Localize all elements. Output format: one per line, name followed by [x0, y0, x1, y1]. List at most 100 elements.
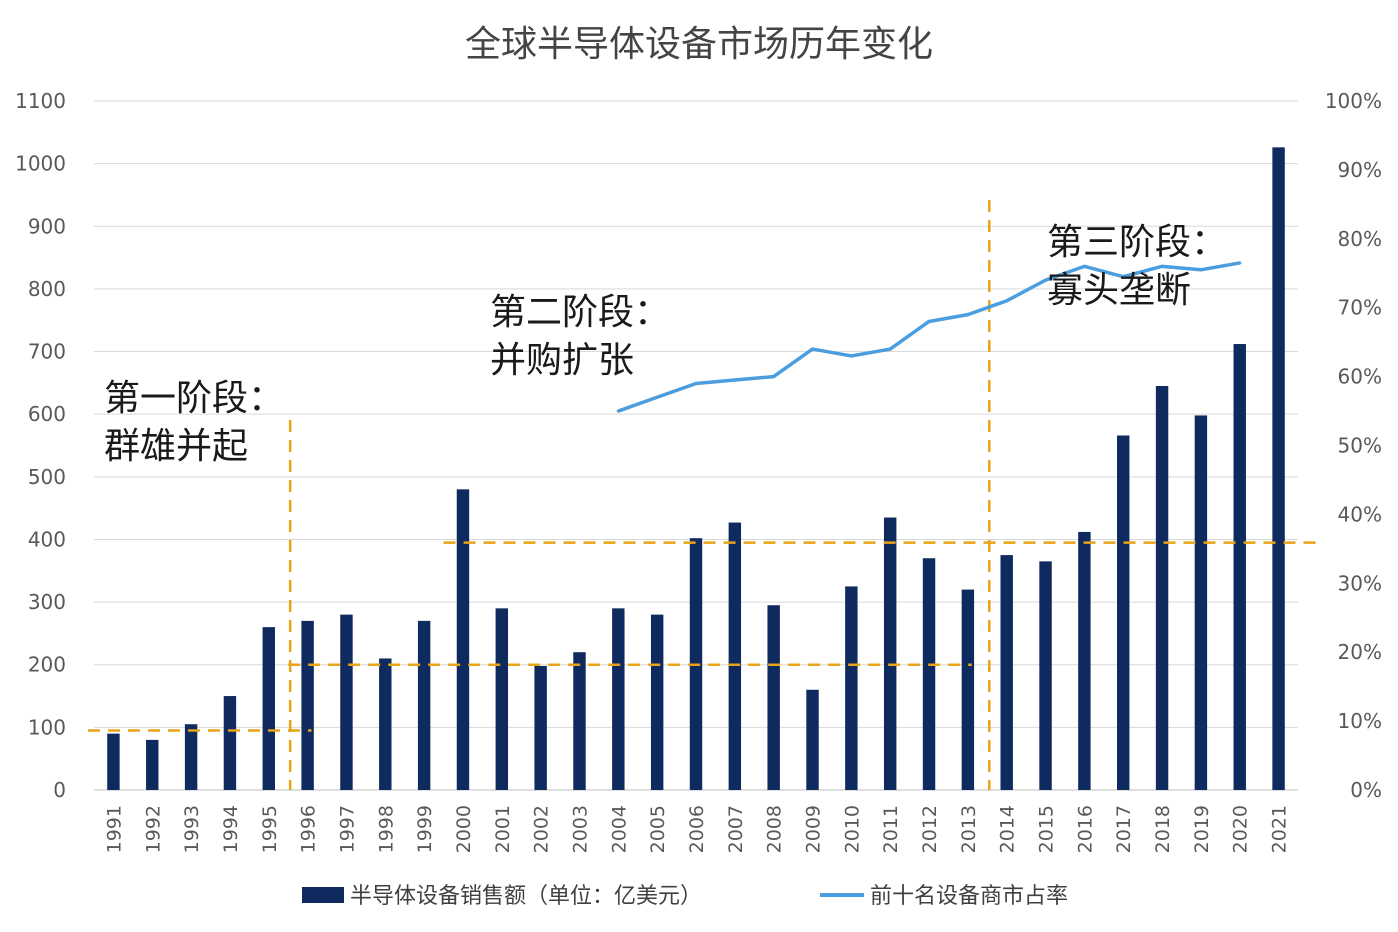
line-point [849, 354, 853, 358]
y-right-tick-label: 20% [1338, 640, 1382, 664]
bar [806, 689, 819, 790]
line-point [733, 378, 737, 382]
bar [728, 522, 742, 790]
y-right-tick-label: 40% [1338, 502, 1382, 526]
x-tick-label: 1995 [259, 805, 281, 853]
bar [146, 739, 159, 790]
y-right-tick-label: 80% [1338, 227, 1382, 251]
legend-label-bar: 半导体设备销售额（单位：亿美元） [350, 884, 702, 909]
bar [262, 627, 275, 790]
x-tick-label: 2003 [569, 805, 591, 853]
x-tick-label: 1993 [181, 805, 203, 853]
line-series [616, 261, 1242, 413]
reference-lines [88, 200, 1318, 790]
y-right-tick-label: 10% [1338, 709, 1382, 733]
y-left-tick-label: 300 [28, 590, 66, 614]
annotation-stage-2-line-2: 并购扩张 [490, 340, 634, 381]
bar [456, 489, 470, 790]
y-right-tick-label: 30% [1338, 571, 1382, 595]
x-tick-label: 1994 [220, 805, 242, 853]
line-point [927, 319, 931, 324]
y-left-tick-label: 1000 [15, 152, 66, 176]
bar [417, 620, 431, 790]
bar [301, 620, 314, 790]
line-point [655, 395, 659, 399]
x-tick-label: 1992 [142, 805, 164, 853]
annotation-stage-1: 第一阶段： 群雄并起 [104, 378, 284, 467]
x-tick-label: 2011 [880, 805, 902, 853]
line-point [810, 347, 815, 351]
x-tick-label: 2009 [803, 805, 825, 853]
line-point [966, 312, 970, 317]
annotation-stage-1-line-1: 第一阶段： [104, 378, 284, 419]
bar [1272, 147, 1285, 791]
annotation-stage-3-line-1: 第三阶段： [1047, 222, 1227, 263]
x-tick-label: 2010 [841, 805, 863, 853]
x-tick-label: 2006 [686, 805, 708, 853]
x-tick-label: 2019 [1191, 805, 1213, 853]
y-left-tick-label: 100 [28, 715, 66, 739]
x-tick-label: 2016 [1074, 805, 1096, 853]
bar [1039, 561, 1052, 790]
y-left-tick-label: 600 [28, 402, 66, 426]
y-left-tick-label: 400 [28, 527, 66, 551]
bar [845, 586, 858, 790]
y-left-tick-label: 800 [28, 277, 66, 301]
y-left-tick-label: 0 [53, 778, 66, 802]
line-point [772, 375, 776, 379]
line-point [1043, 278, 1048, 282]
bar [1194, 415, 1208, 790]
x-tick-label: 2021 [1269, 805, 1291, 853]
bar [184, 724, 198, 790]
chart-title: 全球半导体设备市场历年变化 [465, 24, 933, 65]
bar [1155, 385, 1169, 790]
y-right-tick-label: 100% [1325, 89, 1382, 113]
x-tick-label: 2014 [997, 805, 1019, 853]
bar [1078, 531, 1091, 790]
x-tick-label: 1996 [298, 805, 320, 853]
bar [922, 558, 936, 790]
legend-label-line: 前十名设备商市占率 [870, 884, 1068, 909]
legend-swatch-bar [302, 887, 344, 903]
bar [1000, 555, 1013, 790]
x-tick-label: 2007 [725, 805, 747, 853]
annotation-stage-2: 第二阶段： 并购扩张 [490, 292, 670, 381]
y-left-tick-label: 200 [28, 653, 66, 677]
x-tick-label: 1991 [103, 805, 125, 853]
bar [495, 608, 509, 790]
x-tick-label: 1997 [336, 805, 358, 853]
bar [1233, 344, 1246, 790]
x-tick-label: 2018 [1152, 805, 1174, 853]
x-tick-label: 2020 [1230, 805, 1252, 853]
x-tick-label: 2013 [958, 805, 980, 853]
x-tick-label: 2005 [647, 805, 669, 853]
bar [1117, 435, 1130, 790]
line-point [1238, 261, 1242, 265]
bar [107, 733, 120, 790]
bar [573, 652, 586, 790]
y-right-tick-label: 60% [1338, 365, 1382, 389]
y-left-tick-label: 700 [28, 340, 66, 364]
y-right-tick-label: 0% [1350, 778, 1382, 802]
line-point [1160, 264, 1164, 268]
x-tick-label: 2015 [1036, 805, 1058, 853]
right-axis-ticks: 0% 10% 20% 30% 40% 50% 60% 70% 80% 90% 100% [1325, 89, 1382, 802]
bar [767, 605, 780, 790]
x-tick-label: 1999 [414, 805, 436, 853]
bar [379, 658, 392, 790]
line-point [616, 409, 620, 413]
annotation-stage-2-line-1: 第二阶段： [490, 292, 670, 333]
bar [223, 696, 237, 790]
y-right-tick-label: 70% [1338, 296, 1382, 320]
line-point [694, 381, 698, 386]
x-tick-label: 1998 [375, 805, 397, 853]
legend: 半导体设备销售额（单位：亿美元） 前十名设备商市占率 [302, 884, 1068, 909]
bar [612, 608, 625, 790]
annotation-stage-3: 第三阶段： 寡头垄断 [1047, 222, 1227, 311]
left-axis-ticks: 0 100 200 300 400 500 600 700 800 900 1000 1100 [15, 89, 66, 802]
x-tick-label: 2002 [531, 805, 553, 853]
line-point [1005, 299, 1009, 303]
bar-series [107, 147, 1285, 791]
y-right-tick-label: 50% [1338, 434, 1382, 458]
